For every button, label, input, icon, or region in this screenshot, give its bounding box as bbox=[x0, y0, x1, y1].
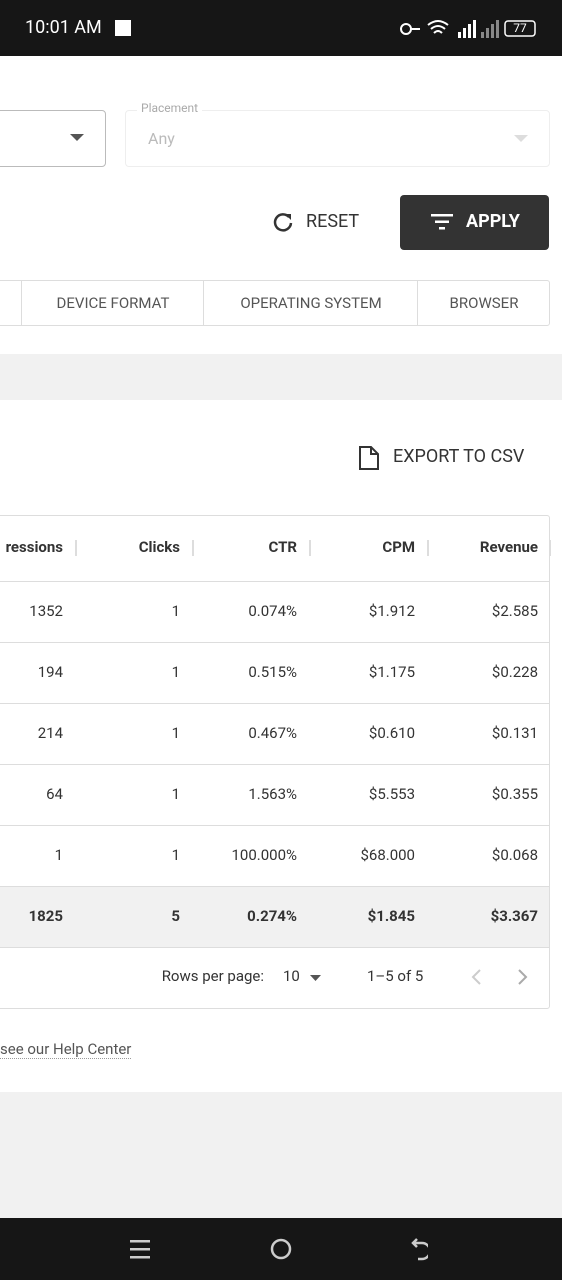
table-cell: 1 bbox=[171, 846, 180, 864]
table-footer-border bbox=[0, 947, 549, 948]
rows-per-page-label: Rows per page: bbox=[161, 967, 264, 985]
column-header: CPM bbox=[382, 538, 415, 556]
dropdown-arrow bbox=[310, 975, 321, 981]
placement-select[interactable] bbox=[125, 110, 550, 167]
table-cell: 1 bbox=[54, 846, 63, 864]
tab-label: OPERATING SYSTEM bbox=[240, 294, 382, 312]
table-cell: 1 bbox=[171, 602, 180, 620]
tabs: DEVICE FORMAT OPERATING SYSTEM BROWSER bbox=[0, 280, 550, 326]
divider-band bbox=[0, 354, 562, 400]
data-table: ressions Clicks CTR CPM Revenue 1352 1 0.074% $1… bbox=[0, 515, 551, 1009]
table-cell: $3.367 bbox=[490, 907, 538, 925]
reset-button[interactable]: RESET bbox=[306, 211, 360, 232]
footer-band bbox=[0, 1092, 562, 1218]
table-cell: 194 bbox=[37, 663, 63, 681]
table-row bbox=[0, 703, 549, 765]
table-cell: 1352 bbox=[29, 602, 63, 620]
filter-icon bbox=[431, 214, 453, 230]
help-link[interactable]: see our Help Center bbox=[0, 1040, 132, 1059]
table-cell: 0.467% bbox=[248, 724, 297, 742]
dropdown-arrow bbox=[70, 134, 84, 141]
table-row bbox=[0, 764, 549, 826]
battery: 77 bbox=[513, 21, 527, 35]
tab[interactable]: DEVICE FORMAT bbox=[21, 281, 204, 325]
column-separator bbox=[192, 540, 194, 556]
table-cell: $0.610 bbox=[368, 724, 415, 742]
column-header: Revenue bbox=[479, 538, 538, 556]
reset-icon bbox=[273, 213, 293, 232]
table-cell: 1 bbox=[171, 663, 180, 681]
time: 10:01 AM bbox=[25, 17, 102, 38]
apply-button[interactable]: APPLY bbox=[400, 195, 549, 250]
table-cell: 1825 bbox=[28, 907, 63, 925]
table-cell: 1 bbox=[171, 724, 180, 742]
tab-label: BROWSER bbox=[449, 294, 519, 312]
status-bar: 10:01 AM 77 bbox=[0, 0, 562, 56]
table-cell: $5.553 bbox=[368, 785, 415, 803]
table-cell: $0.131 bbox=[491, 724, 538, 742]
placement-value: Any bbox=[148, 129, 175, 148]
table-cell: 64 bbox=[46, 785, 63, 803]
nav-bar bbox=[0, 1218, 562, 1280]
rows-per-page-select[interactable]: 10 bbox=[283, 967, 300, 985]
column-header: Clicks bbox=[138, 538, 180, 556]
table-cell: 100.000% bbox=[231, 846, 297, 864]
column-separator bbox=[309, 540, 311, 556]
table-cell: 5 bbox=[171, 907, 180, 925]
placement-label: Placement bbox=[137, 101, 203, 115]
nav-icons[interactable] bbox=[128, 1238, 428, 1262]
table-cell: $0.355 bbox=[491, 785, 538, 803]
table-cell: 0.274% bbox=[247, 907, 297, 925]
table-cell: $2.585 bbox=[491, 602, 538, 620]
tab[interactable]: BROWSER bbox=[417, 281, 550, 325]
column-header: CTR bbox=[268, 538, 297, 556]
column-separator bbox=[427, 540, 429, 556]
status-icons: 77 bbox=[400, 20, 536, 38]
dropdown-arrow bbox=[514, 135, 528, 142]
table-row bbox=[0, 642, 549, 704]
table-cell: 1.563% bbox=[248, 785, 297, 803]
apply-label: APPLY bbox=[466, 211, 520, 232]
column-separator bbox=[75, 540, 77, 556]
notification-icon bbox=[115, 20, 131, 36]
select-box[interactable] bbox=[0, 110, 106, 167]
table-row bbox=[0, 581, 549, 643]
page-range: 1–5 of 5 bbox=[367, 967, 424, 985]
table-cell: 214 bbox=[37, 724, 63, 742]
table-row bbox=[0, 825, 549, 887]
table-cell: 0.074% bbox=[248, 602, 297, 620]
tab-label: DEVICE FORMAT bbox=[56, 294, 170, 312]
table-cell: $0.228 bbox=[491, 663, 538, 681]
table-cell: 0.515% bbox=[248, 663, 297, 681]
table-cell: $1.912 bbox=[368, 602, 415, 620]
column-separator bbox=[549, 540, 551, 556]
file-icon bbox=[359, 446, 379, 470]
table-row bbox=[0, 886, 549, 948]
table-cell: $1.845 bbox=[367, 907, 415, 925]
tab[interactable]: OPERATING SYSTEM bbox=[203, 281, 418, 325]
table-cell: 1 bbox=[171, 785, 180, 803]
page-nav[interactable] bbox=[470, 969, 530, 985]
table-cell: $0.068 bbox=[491, 846, 538, 864]
table-cell: $1.175 bbox=[368, 663, 415, 681]
column-header: ressions bbox=[5, 538, 63, 556]
table-cell: $68.000 bbox=[360, 846, 415, 864]
export-button[interactable]: EXPORT TO CSV bbox=[393, 446, 525, 467]
